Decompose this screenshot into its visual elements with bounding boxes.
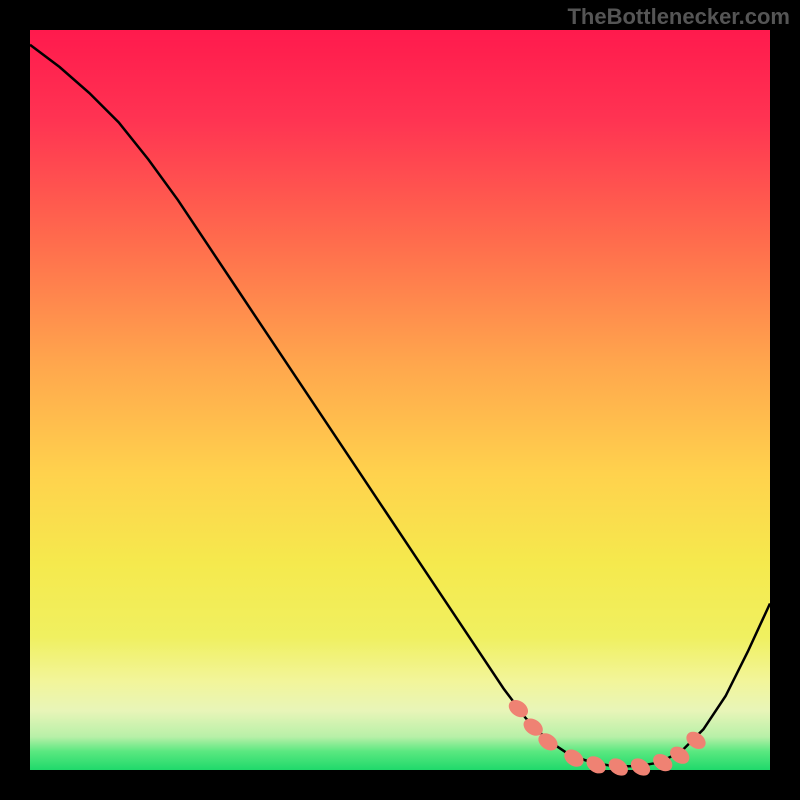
chart-container: { "watermark": { "text": "TheBottlenecke… bbox=[0, 0, 800, 800]
bottleneck-chart bbox=[0, 0, 800, 800]
watermark-text: TheBottlenecker.com bbox=[567, 4, 790, 30]
plot-background bbox=[30, 30, 770, 770]
